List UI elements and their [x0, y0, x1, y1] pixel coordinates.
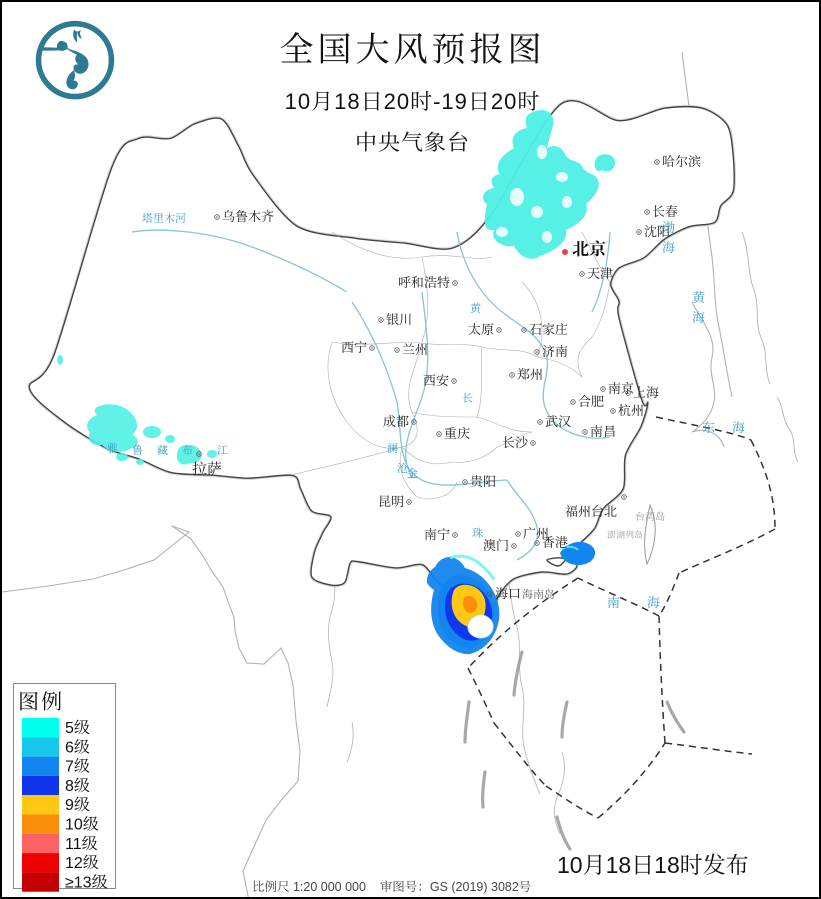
svg-text:藏: 藏 [157, 444, 168, 457]
svg-text:贵阳: 贵阳 [470, 474, 496, 489]
svg-text:海南岛: 海南岛 [522, 588, 555, 601]
svg-text:杭州: 杭州 [618, 403, 644, 418]
svg-text:海: 海 [647, 595, 660, 610]
svg-text:重庆: 重庆 [444, 426, 470, 441]
svg-text:太原: 太原 [468, 322, 494, 337]
svg-text:香港: 香港 [542, 535, 568, 550]
svg-text:长沙: 长沙 [502, 435, 528, 450]
svg-text:合肥: 合肥 [578, 394, 604, 409]
svg-text:长: 长 [462, 392, 473, 405]
svg-text:澎湖列岛: 澎湖列岛 [607, 530, 643, 540]
svg-text:南宁: 南宁 [424, 527, 450, 542]
svg-text:海口: 海口 [495, 586, 521, 601]
svg-text:≥13级: ≥13级 [65, 873, 108, 891]
svg-text:台湾岛: 台湾岛 [635, 511, 665, 523]
svg-text:黄: 黄 [692, 290, 705, 305]
svg-text:珠: 珠 [472, 527, 483, 540]
svg-text:沧: 沧 [397, 462, 408, 475]
svg-text:郑州: 郑州 [517, 367, 543, 382]
svg-text:澳门: 澳门 [483, 538, 509, 553]
svg-text:海: 海 [662, 240, 675, 255]
svg-text:鲁: 鲁 [132, 444, 143, 457]
svg-text:7级: 7级 [65, 758, 90, 776]
svg-text:布: 布 [182, 444, 193, 457]
svg-text:10级: 10级 [65, 816, 99, 834]
svg-text:8级: 8级 [65, 777, 90, 795]
svg-text:黄: 黄 [470, 302, 481, 315]
svg-text:塔里木河: 塔里木河 [142, 212, 186, 225]
svg-text:雅: 雅 [107, 442, 118, 455]
svg-text:西宁: 西宁 [341, 340, 367, 355]
svg-text:长春: 长春 [652, 204, 678, 219]
svg-text:拉萨: 拉萨 [192, 461, 222, 478]
svg-text:东: 东 [702, 420, 715, 435]
svg-text:9级: 9级 [65, 796, 90, 814]
svg-text:乌鲁木齐: 乌鲁木齐 [222, 209, 274, 224]
svg-text:石家庄: 石家庄 [529, 322, 568, 337]
svg-text:上海: 上海 [633, 385, 659, 400]
svg-text:渤: 渤 [662, 220, 675, 235]
svg-text:济南: 济南 [542, 344, 568, 359]
svg-text:金: 金 [407, 467, 418, 480]
svg-text:南昌: 南昌 [590, 424, 616, 439]
svg-text:西安: 西安 [423, 373, 449, 388]
svg-text:兰州: 兰州 [402, 342, 428, 357]
svg-text:5级: 5级 [65, 719, 90, 737]
svg-text:银川: 银川 [386, 312, 412, 327]
svg-text:南: 南 [607, 595, 620, 610]
svg-text:12级: 12级 [65, 854, 99, 872]
svg-text:成都: 成都 [383, 414, 409, 429]
svg-text:6级: 6级 [65, 738, 90, 756]
svg-text:武汉: 武汉 [545, 414, 571, 429]
svg-text:海: 海 [732, 420, 745, 435]
svg-text:澜: 澜 [387, 442, 398, 455]
svg-text:呼和浩特: 呼和浩特 [398, 275, 450, 290]
svg-text:福州台北: 福州台北 [565, 504, 617, 519]
svg-text:北京: 北京 [572, 240, 606, 259]
svg-text:海: 海 [692, 310, 705, 325]
svg-text:天津: 天津 [587, 266, 613, 281]
svg-text:江: 江 [217, 444, 228, 457]
svg-text:11级: 11级 [65, 835, 98, 853]
svg-text:昆明: 昆明 [378, 494, 404, 509]
